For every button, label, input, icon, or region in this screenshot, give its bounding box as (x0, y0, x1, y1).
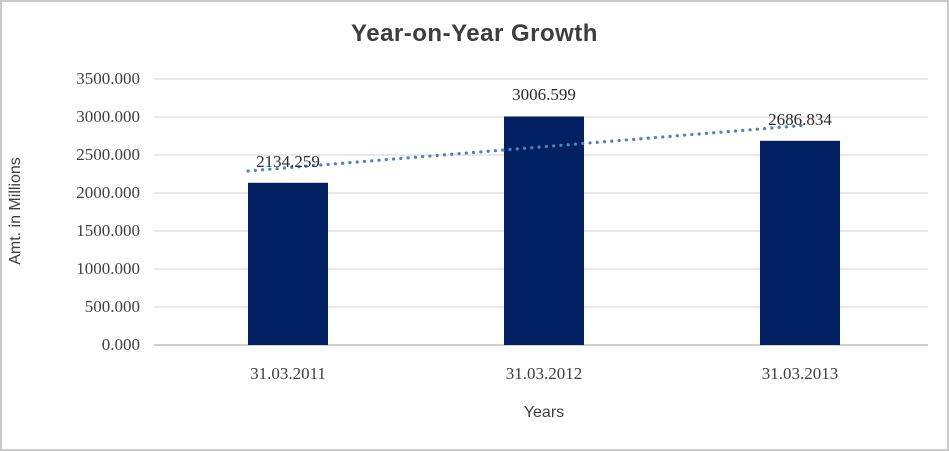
y-tick-label: 500.000 (84, 297, 140, 316)
bar (248, 182, 328, 345)
x-axis-title: Years (523, 404, 565, 421)
bar-data-label: 2686.834 (768, 109, 832, 129)
bar (760, 140, 840, 345)
y-tick-label: 2500.000 (76, 145, 140, 164)
trendline-dotted (246, 123, 807, 173)
y-tick-label: 3500.000 (76, 69, 140, 88)
bar (504, 116, 584, 345)
bar-data-label: 3006.599 (512, 85, 576, 105)
x-tick-label: 31.03.2011 (250, 364, 326, 383)
y-tick-label: 3000.000 (76, 107, 140, 126)
chart-title: Year-on-Year Growth (351, 20, 598, 47)
y-tick-label: 1000.000 (76, 259, 140, 278)
y-tick-label: 0.000 (101, 335, 140, 354)
x-tick-label: 31.03.2013 (761, 364, 839, 383)
y-tick-label: 2000.000 (76, 183, 140, 202)
x-tick-label: 31.03.2012 (505, 364, 583, 383)
trendline (246, 123, 807, 173)
bar-data-label: 2134.259 (256, 151, 320, 171)
y-tick-label: 1500.000 (76, 221, 140, 240)
bar-series (248, 116, 840, 345)
